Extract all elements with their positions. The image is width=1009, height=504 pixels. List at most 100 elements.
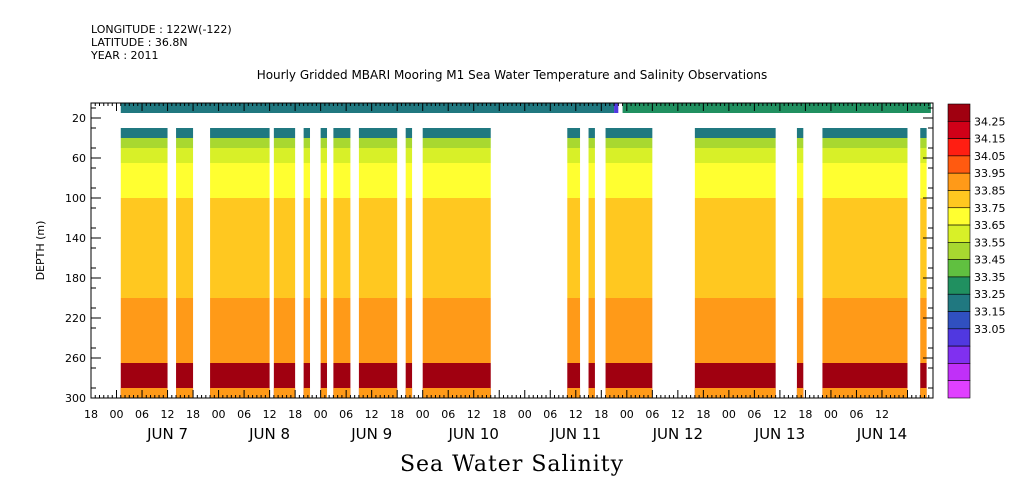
data-cell xyxy=(567,298,581,338)
data-cell xyxy=(694,388,776,398)
data-cell xyxy=(333,128,351,138)
data-cell xyxy=(588,138,595,148)
data-cell xyxy=(422,388,491,398)
data-cell xyxy=(358,138,398,148)
data-cell xyxy=(796,138,804,148)
data-cell xyxy=(210,198,270,238)
y-tick-label: 20 xyxy=(72,112,86,125)
colorbar-swatch xyxy=(947,138,971,157)
data-cell xyxy=(567,338,581,363)
data-cell xyxy=(358,298,398,338)
data-cell xyxy=(120,338,168,363)
x-hour-label: 00 xyxy=(314,408,328,421)
data-cell xyxy=(273,338,296,363)
data-cell xyxy=(588,388,595,398)
data-cell xyxy=(120,138,168,148)
data-cell xyxy=(588,338,595,363)
data-cell xyxy=(422,198,491,238)
surface-segment xyxy=(120,103,615,113)
data-cell xyxy=(567,388,581,398)
data-cell xyxy=(273,238,296,298)
data-cell xyxy=(405,138,413,148)
x-hour-label: 12 xyxy=(569,408,583,421)
x-day-label: JUN 7 xyxy=(146,425,188,443)
x-day-label: JUN 9 xyxy=(350,425,392,443)
data-cell xyxy=(320,163,328,198)
x-hour-label: 06 xyxy=(543,408,557,421)
data-cell xyxy=(333,163,351,198)
data-cell xyxy=(605,138,653,148)
data-cell xyxy=(358,388,398,398)
data-cell xyxy=(358,128,398,138)
data-cell xyxy=(303,388,311,398)
data-cell xyxy=(796,338,804,363)
data-cell xyxy=(694,163,776,198)
colorbar-label: 33.35 xyxy=(974,271,1006,284)
x-day-label: JUN 8 xyxy=(248,425,290,443)
chart-title: Hourly Gridded MBARI Mooring M1 Sea Wate… xyxy=(256,68,768,82)
data-cell xyxy=(422,148,491,163)
colorbar-swatch xyxy=(947,224,971,243)
data-cell xyxy=(405,128,413,138)
data-cell xyxy=(176,338,194,363)
data-cell xyxy=(210,163,270,198)
data-cell xyxy=(405,388,413,398)
data-cell xyxy=(120,298,168,338)
data-cell xyxy=(273,198,296,238)
x-day-label: JUN 11 xyxy=(550,425,601,443)
x-hour-label: 06 xyxy=(237,408,251,421)
colorbar-label: 34.25 xyxy=(974,115,1006,128)
data-cell xyxy=(822,148,908,163)
data-cell xyxy=(120,128,168,138)
x-hour-label: 18 xyxy=(186,408,200,421)
data-cell xyxy=(694,238,776,298)
data-cell xyxy=(796,148,804,163)
data-cell xyxy=(320,128,328,138)
data-cell xyxy=(567,163,581,198)
data-cell xyxy=(273,298,296,338)
data-cell xyxy=(273,163,296,198)
y-tick-label: 220 xyxy=(65,312,86,325)
data-cell xyxy=(920,338,927,363)
x-hour-label: 12 xyxy=(161,408,175,421)
surface-segment xyxy=(614,103,619,113)
data-cell xyxy=(920,128,927,138)
y-tick-label: 180 xyxy=(65,272,86,285)
data-cell xyxy=(605,128,653,138)
data-cell xyxy=(320,338,328,363)
data-cell xyxy=(920,198,927,238)
data-cell xyxy=(358,163,398,198)
data-cell xyxy=(405,163,413,198)
colorbar-label: 33.15 xyxy=(974,306,1006,319)
x-hour-label: 12 xyxy=(875,408,889,421)
data-cell xyxy=(333,388,351,398)
data-cell xyxy=(422,138,491,148)
colorbar-label: 33.95 xyxy=(974,167,1006,180)
x-hour-label: 18 xyxy=(492,408,506,421)
data-cell xyxy=(320,388,328,398)
x-hour-label: 00 xyxy=(416,408,430,421)
colorbar-label: 33.65 xyxy=(974,219,1006,232)
colorbar-swatch xyxy=(947,242,971,260)
longitude-label: LONGITUDE : 122W(-122) xyxy=(91,23,232,36)
data-cell xyxy=(422,128,491,138)
colorbar-swatch xyxy=(947,190,971,209)
y-tick-label: 100 xyxy=(65,192,86,205)
colorbar-swatch xyxy=(947,293,971,312)
data-cell xyxy=(176,198,194,238)
data-cell xyxy=(822,238,908,298)
y-axis-label: DEPTH (m) xyxy=(34,221,47,281)
x-hour-label: 06 xyxy=(849,408,863,421)
data-cell xyxy=(822,198,908,238)
x-hour-label: 00 xyxy=(620,408,634,421)
data-cell xyxy=(822,298,908,338)
data-cell xyxy=(567,198,581,238)
data-cell xyxy=(176,298,194,338)
data-cell xyxy=(605,148,653,163)
data-cell xyxy=(694,148,776,163)
data-cell xyxy=(273,148,296,163)
colorbar-swatch xyxy=(947,311,971,330)
colorbar-label: 33.05 xyxy=(974,323,1006,336)
data-cell xyxy=(333,338,351,363)
data-cell xyxy=(176,163,194,198)
